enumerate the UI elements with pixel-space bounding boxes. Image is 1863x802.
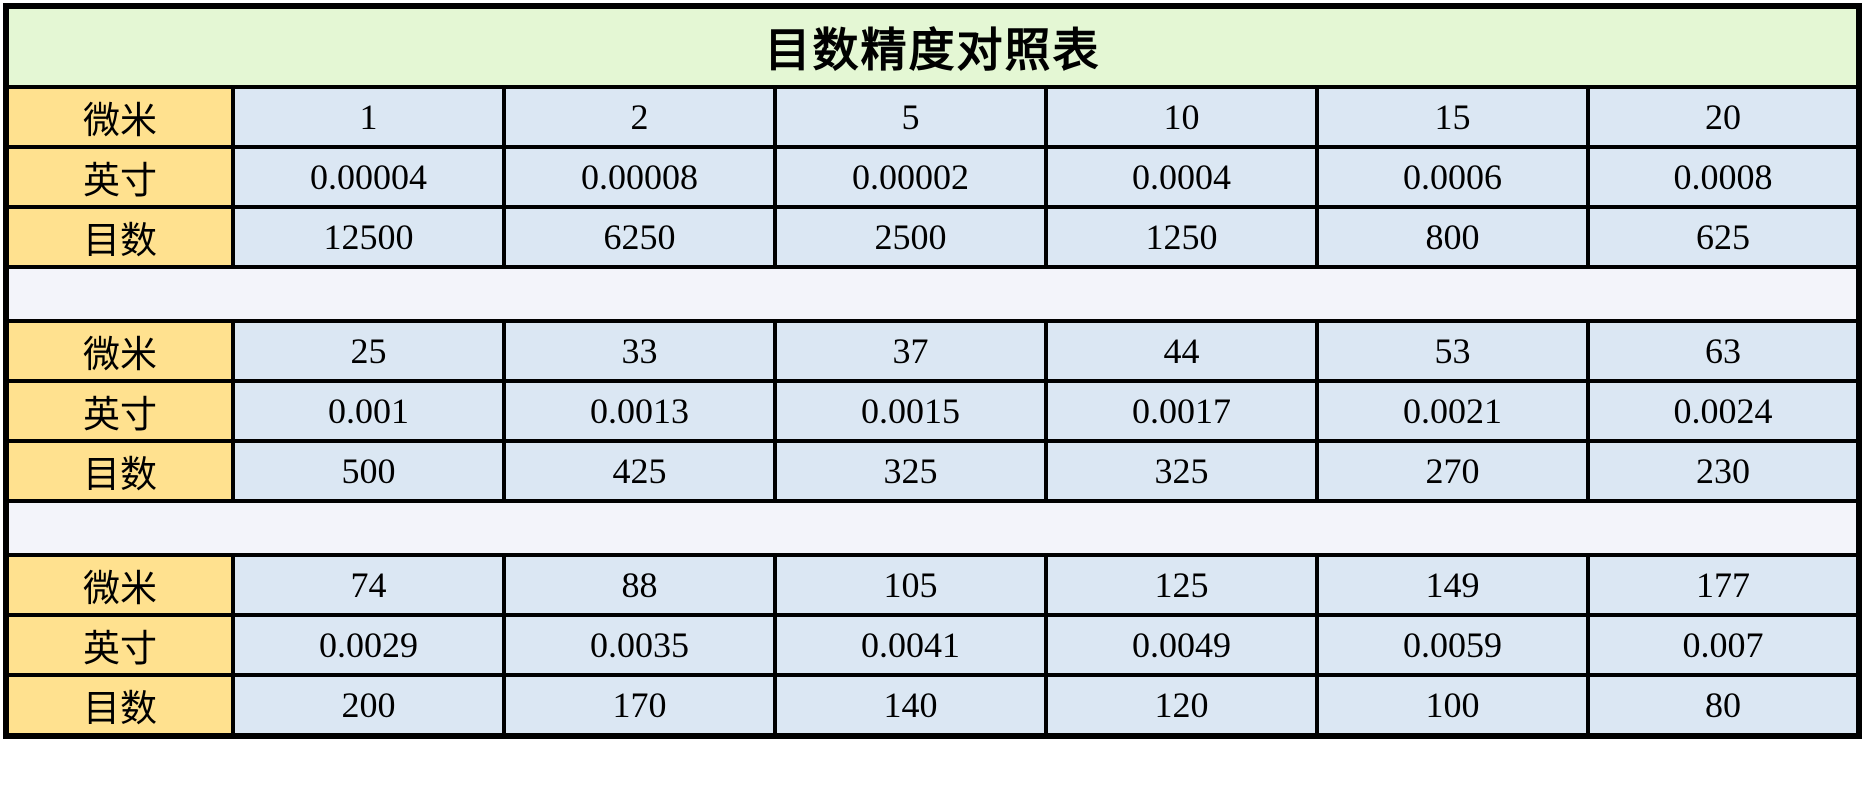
row-label-inch: 英寸 <box>4 145 235 209</box>
table-row: 英寸 0.00004 0.00008 0.00002 0.0004 0.0006… <box>4 145 1862 209</box>
row-label-inch: 英寸 <box>4 613 235 677</box>
cell-inch: 0.0049 <box>1044 613 1319 677</box>
cell-inch: 0.0008 <box>1585 145 1862 209</box>
cell-mesh: 6250 <box>502 205 777 269</box>
table-row: 目数 12500 6250 2500 1250 800 625 <box>4 205 1862 269</box>
mesh-precision-table: 目数精度对照表 微米 1 2 5 10 15 20 英寸 0.00004 0.0… <box>2 3 1863 739</box>
cell-micron: 125 <box>1044 553 1319 617</box>
cell-inch: 0.0059 <box>1315 613 1590 677</box>
cell-mesh: 170 <box>502 673 777 738</box>
cell-mesh: 2500 <box>773 205 1048 269</box>
cell-inch: 0.0035 <box>502 613 777 677</box>
cell-inch: 0.001 <box>231 379 506 443</box>
cell-inch: 0.0015 <box>773 379 1048 443</box>
table-row: 微米 25 33 37 44 53 63 <box>4 319 1862 383</box>
cell-mesh: 120 <box>1044 673 1319 738</box>
table-row: 英寸 0.001 0.0013 0.0015 0.0017 0.0021 0.0… <box>4 379 1862 443</box>
cell-inch: 0.0006 <box>1315 145 1590 209</box>
cell-inch: 0.0021 <box>1315 379 1590 443</box>
cell-mesh: 425 <box>502 439 777 503</box>
cell-micron: 63 <box>1585 319 1862 383</box>
cell-micron: 177 <box>1585 553 1862 617</box>
row-label-micron: 微米 <box>4 85 235 149</box>
cell-micron: 15 <box>1315 85 1590 149</box>
cell-mesh: 200 <box>231 673 506 738</box>
row-label-micron: 微米 <box>4 553 235 617</box>
cell-inch: 0.007 <box>1585 613 1862 677</box>
cell-mesh: 270 <box>1315 439 1590 503</box>
cell-micron: 25 <box>231 319 506 383</box>
cell-micron: 105 <box>773 553 1048 617</box>
cell-micron: 88 <box>502 553 777 617</box>
cell-inch: 0.00008 <box>502 145 777 209</box>
cell-mesh: 230 <box>1585 439 1862 503</box>
cell-inch: 0.0004 <box>1044 145 1319 209</box>
row-label-micron: 微米 <box>4 319 235 383</box>
cell-inch: 0.0017 <box>1044 379 1319 443</box>
cell-micron: 149 <box>1315 553 1590 617</box>
table-row: 英寸 0.0029 0.0035 0.0041 0.0049 0.0059 0.… <box>4 613 1862 677</box>
cell-micron: 33 <box>502 319 777 383</box>
cell-mesh: 80 <box>1585 673 1862 738</box>
cell-mesh: 800 <box>1315 205 1590 269</box>
cell-mesh: 500 <box>231 439 506 503</box>
cell-mesh: 325 <box>773 439 1048 503</box>
cell-inch: 0.0013 <box>502 379 777 443</box>
cell-inch: 0.00004 <box>231 145 506 209</box>
cell-mesh: 1250 <box>1044 205 1319 269</box>
page-title: 目数精度对照表 <box>3 4 1862 89</box>
cell-micron: 37 <box>773 319 1048 383</box>
cell-mesh: 625 <box>1585 205 1862 269</box>
row-label-mesh: 目数 <box>4 439 235 503</box>
row-label-mesh: 目数 <box>4 205 235 269</box>
table-row: 微米 1 2 5 10 15 20 <box>4 85 1862 149</box>
cell-inch: 0.0041 <box>773 613 1048 677</box>
cell-micron: 1 <box>231 85 506 149</box>
cell-micron: 5 <box>773 85 1048 149</box>
cell-inch: 0.0024 <box>1585 379 1862 443</box>
row-label-mesh: 目数 <box>4 673 235 738</box>
cell-micron: 74 <box>231 553 506 617</box>
spacer-band <box>2 265 1863 323</box>
table-row: 目数 200 170 140 120 100 80 <box>4 673 1862 738</box>
cell-micron: 10 <box>1044 85 1319 149</box>
title-row: 目数精度对照表 <box>3 4 1862 89</box>
row-label-inch: 英寸 <box>4 379 235 443</box>
spacer-band <box>2 499 1863 557</box>
cell-mesh: 12500 <box>231 205 506 269</box>
spacer-row <box>2 499 1863 557</box>
table-row: 目数 500 425 325 325 270 230 <box>4 439 1862 503</box>
cell-micron: 44 <box>1044 319 1319 383</box>
cell-mesh: 325 <box>1044 439 1319 503</box>
cell-micron: 20 <box>1585 85 1862 149</box>
cell-micron: 53 <box>1315 319 1590 383</box>
cell-micron: 2 <box>502 85 777 149</box>
cell-mesh: 140 <box>773 673 1048 738</box>
spacer-row <box>2 265 1863 323</box>
table-row: 微米 74 88 105 125 149 177 <box>4 553 1862 617</box>
cell-inch: 0.00002 <box>773 145 1048 209</box>
cell-inch: 0.0029 <box>231 613 506 677</box>
cell-mesh: 100 <box>1315 673 1590 738</box>
